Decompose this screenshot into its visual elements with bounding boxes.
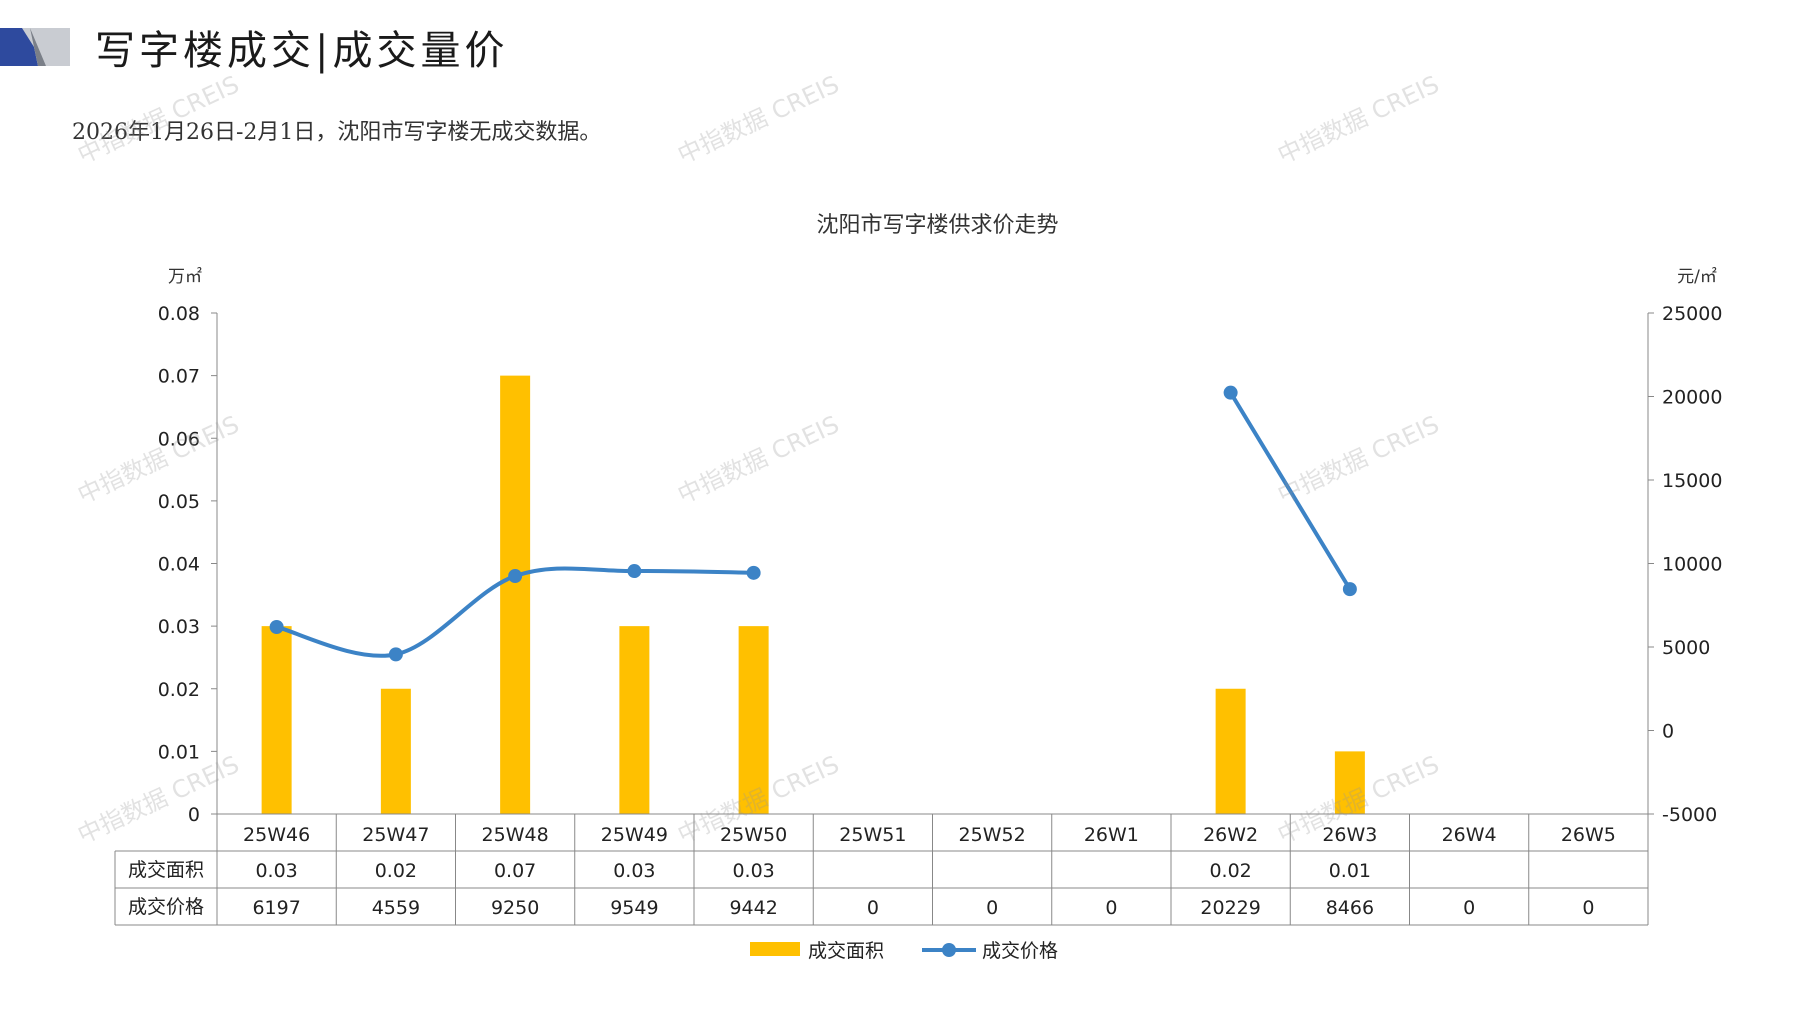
bar <box>1334 751 1365 814</box>
page-title: 写字楼成交|成交量价 <box>95 28 509 74</box>
data-label: 9250 <box>491 897 539 919</box>
x-tick-label: 26W3 <box>1322 824 1377 846</box>
price-point <box>388 647 403 662</box>
chart-title: 沈阳市写字楼供求价走势 <box>816 213 1058 238</box>
data-label: 0.03 <box>255 860 297 882</box>
data-label: 8466 <box>1326 897 1374 919</box>
y-left-tick-label: 0.06 <box>158 428 200 450</box>
bar <box>500 375 531 814</box>
header: 写字楼成交|成交量价 2026年1月26日-2月1日，沈阳市写字楼无成交数据。 <box>0 0 1797 145</box>
data-label: 0.02 <box>1209 860 1251 882</box>
y-left-tick-label: 0.05 <box>158 491 200 513</box>
data-label: 0 <box>1463 897 1475 919</box>
x-tick-label: 25W49 <box>601 824 668 846</box>
x-tick-label: 26W5 <box>1561 824 1616 846</box>
legend-label: 成交面积 <box>808 940 884 962</box>
data-label: 9549 <box>610 897 658 919</box>
x-tick-label: 25W50 <box>720 824 787 846</box>
x-tick-label: 25W51 <box>839 824 906 846</box>
legend-label: 成交价格 <box>982 940 1058 962</box>
data-label: 0.03 <box>613 860 655 882</box>
price-point <box>508 569 523 584</box>
data-label: 0.01 <box>1329 860 1371 882</box>
y-left-tick-label: 0.07 <box>158 366 200 388</box>
data-label: 0.02 <box>375 860 417 882</box>
data-label: 0.07 <box>494 860 536 882</box>
y-right-tick-label: 25000 <box>1662 303 1722 325</box>
data-label: 0 <box>867 897 879 919</box>
x-tick-label: 25W46 <box>243 824 310 846</box>
price-point <box>746 565 761 580</box>
x-tick-label: 25W52 <box>959 824 1026 846</box>
table-row-label: 成交面积 <box>128 859 204 881</box>
y-right-unit: 元/㎡ <box>1677 267 1717 287</box>
data-label: 4559 <box>372 897 420 919</box>
price-line <box>1228 391 1352 591</box>
x-tick-label: 26W4 <box>1442 824 1497 846</box>
price-point <box>1223 385 1238 400</box>
data-label: 9442 <box>729 897 777 919</box>
chart-container: 沈阳市写字楼供求价走势万㎡ 元/㎡ 0 0.01 0.02 0.03 0.04 0.05 0.0… <box>0 180 1797 980</box>
price-point <box>1342 582 1357 597</box>
legend-swatch-marker <box>942 943 956 957</box>
data-label: 0.03 <box>732 860 774 882</box>
x-tick-label: 25W48 <box>482 824 549 846</box>
logo-mid-shape <box>30 28 46 66</box>
y-right-tick-label: -5000 <box>1662 804 1717 826</box>
y-right-tick-label: 0 <box>1662 721 1674 743</box>
y-left-tick-label: 0 <box>188 804 200 826</box>
page-note: 2026年1月26日-2月1日，沈阳市写字楼无成交数据。 <box>72 120 602 145</box>
price-point <box>269 620 284 635</box>
bar <box>261 626 292 814</box>
bar <box>1215 688 1246 814</box>
bar <box>738 626 769 814</box>
x-tick-label: 26W2 <box>1203 824 1258 846</box>
table-row-label: 成交价格 <box>128 896 204 918</box>
y-left-tick-label: 0.04 <box>158 554 200 576</box>
data-label: 20229 <box>1200 897 1260 919</box>
legend-swatch-bar <box>750 942 800 956</box>
y-right-tick-label: 15000 <box>1662 470 1722 492</box>
y-left-tick-label: 0.08 <box>158 303 200 325</box>
y-left-tick-label: 0.03 <box>158 616 200 638</box>
data-label: 0 <box>1105 897 1117 919</box>
y-right-tick-label: 5000 <box>1662 637 1710 659</box>
y-left-unit: 万㎡ <box>168 267 202 287</box>
data-label: 6197 <box>252 897 300 919</box>
data-label: 0 <box>1582 897 1594 919</box>
bar <box>380 688 411 814</box>
data-label: 0 <box>986 897 998 919</box>
y-right-tick-label: 20000 <box>1662 387 1722 409</box>
y-left-tick-label: 0.02 <box>158 679 200 701</box>
bar <box>619 626 650 814</box>
logo-icon <box>0 28 70 66</box>
price-point <box>627 564 642 579</box>
x-tick-label: 25W47 <box>362 824 429 846</box>
y-left-tick-label: 0.01 <box>158 741 200 763</box>
y-right-tick-label: 10000 <box>1662 554 1722 576</box>
x-tick-label: 26W1 <box>1084 824 1139 846</box>
